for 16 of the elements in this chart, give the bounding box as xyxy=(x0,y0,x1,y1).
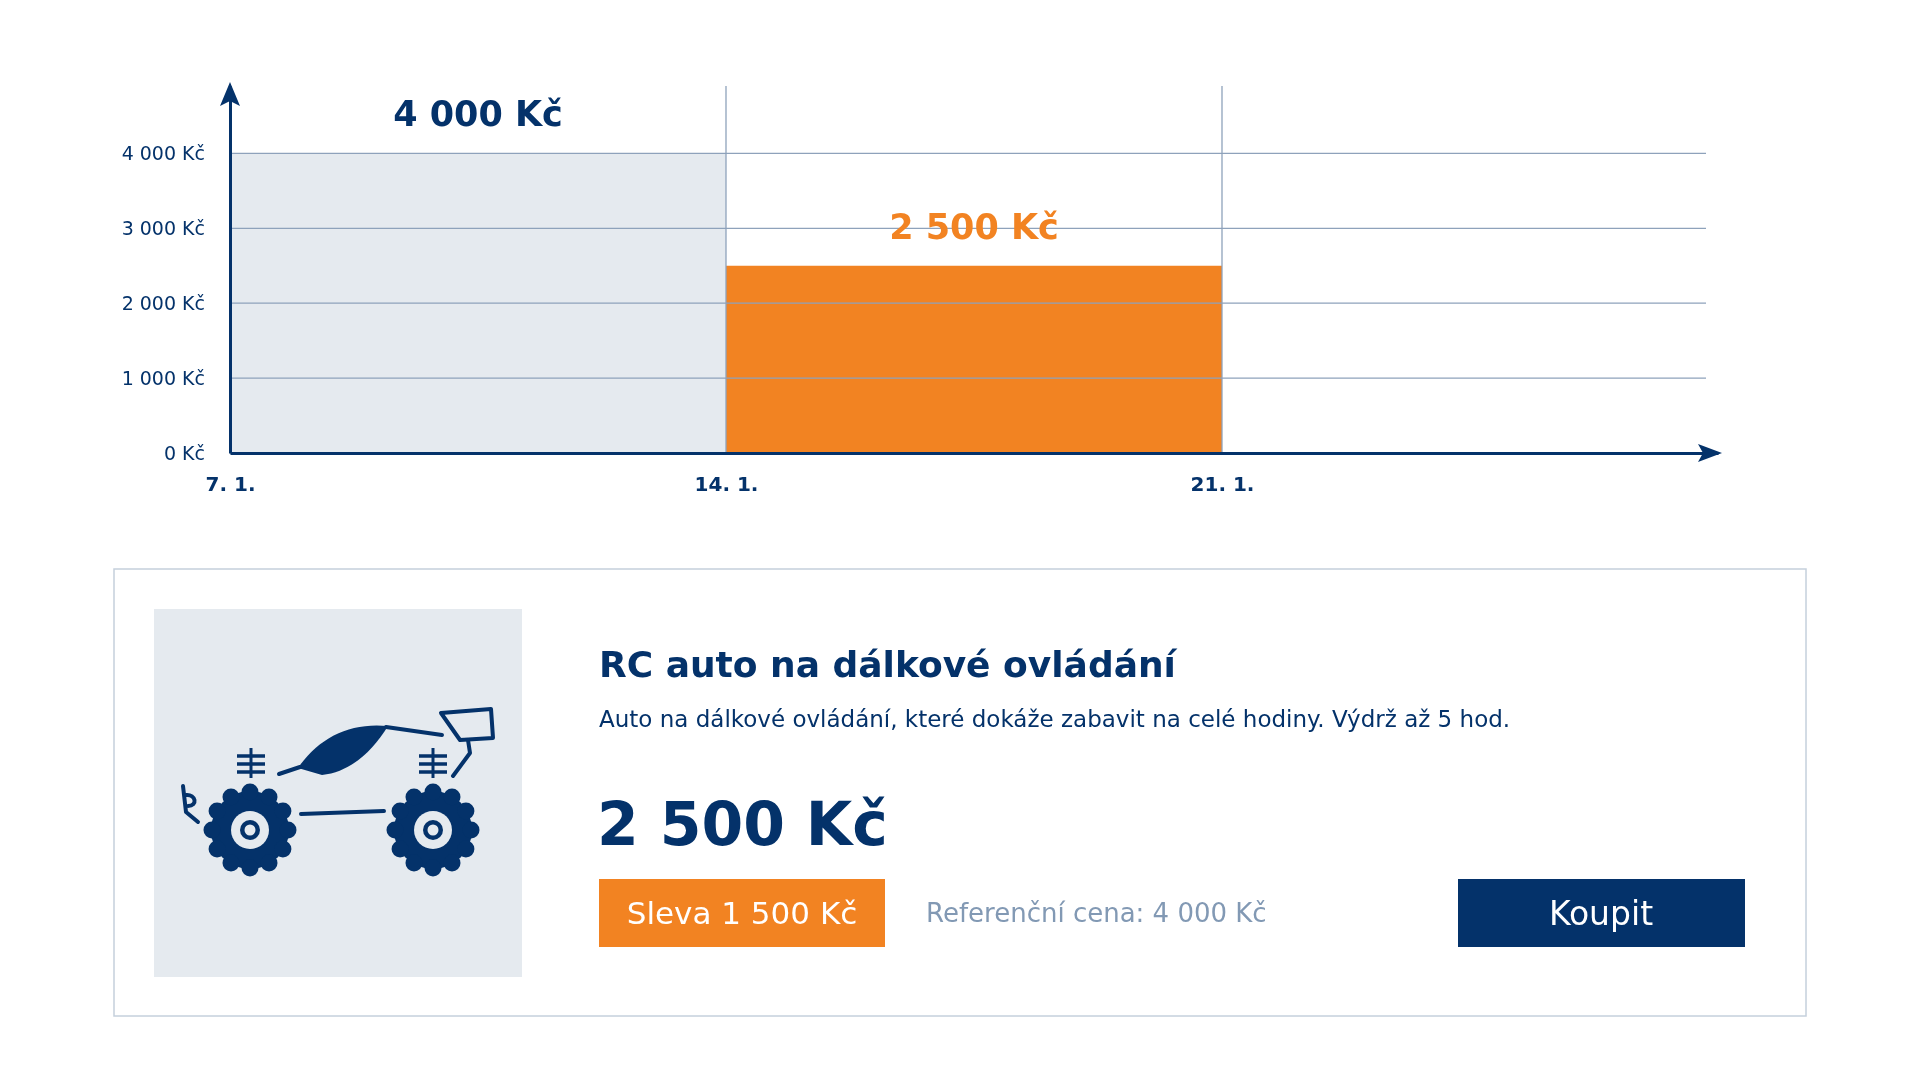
data-label: 4 000 Kč xyxy=(393,94,563,135)
text: Sleva 1 500 Kč xyxy=(626,895,858,932)
text: RC auto na dálkové ovládání xyxy=(599,644,1178,685)
y-tick-label: 2 000 Kč xyxy=(121,291,205,314)
y-tick-label: 1 000 Kč xyxy=(121,366,205,389)
text: Auto na dálkové ovládání, které dokáže zabavit na celé hodiny. Výdrž až 5 hod. xyxy=(599,706,1511,732)
x-tick-label: 7. 1. xyxy=(205,472,256,497)
x-tick-label: 14. 1. xyxy=(694,472,759,497)
data-label: 2 500 Kč xyxy=(889,206,1059,247)
text: 2 500 Kč xyxy=(597,789,888,859)
y-tick-label: 3 000 Kč xyxy=(121,216,205,239)
text: Koupit xyxy=(1548,893,1654,933)
y-tick-label: 0 Kč xyxy=(163,441,205,464)
y-tick-label: 4 000 Kč xyxy=(121,141,205,164)
x-tick-label: 21. 1. xyxy=(1190,472,1255,497)
text: Referenční cena: 4 000 Kč xyxy=(926,898,1267,929)
